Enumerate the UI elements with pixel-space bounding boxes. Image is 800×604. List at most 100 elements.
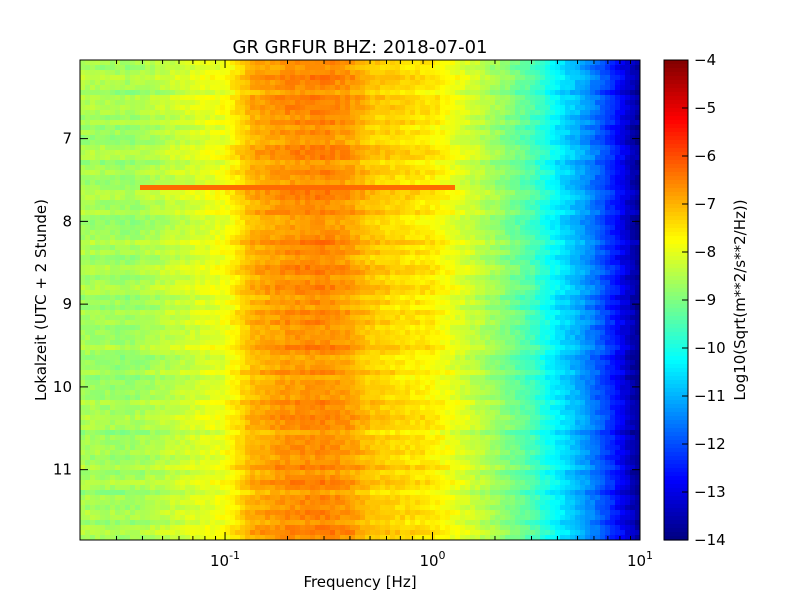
heatmap-cell xyxy=(545,270,551,276)
heatmap-cell xyxy=(430,265,436,271)
heatmap-cell xyxy=(430,275,436,281)
heatmap-cell xyxy=(540,165,546,171)
heatmap-cell xyxy=(585,145,591,151)
heatmap-cell xyxy=(155,115,161,121)
heatmap-cell xyxy=(585,105,591,111)
heatmap-cell xyxy=(560,150,566,156)
heatmap-cell xyxy=(115,275,121,281)
heatmap-cell xyxy=(130,220,136,226)
heatmap-cell xyxy=(545,225,551,231)
heatmap-cell xyxy=(180,240,186,246)
heatmap-cell xyxy=(405,140,411,146)
heatmap-cell xyxy=(590,135,596,141)
heatmap-cell xyxy=(570,190,576,196)
heatmap-cell xyxy=(355,155,361,161)
heatmap-cell xyxy=(190,200,196,206)
heatmap-cell xyxy=(465,180,471,186)
heatmap-cell xyxy=(220,125,226,131)
heatmap-cell xyxy=(105,180,111,186)
heatmap-cell xyxy=(440,200,446,206)
heatmap-cell xyxy=(410,135,416,141)
heatmap-cell xyxy=(135,180,141,186)
heatmap-cell xyxy=(380,180,386,186)
heatmap-cell xyxy=(155,280,161,286)
heatmap-cell xyxy=(130,115,136,121)
heatmap-cell xyxy=(175,265,181,271)
heatmap-cell xyxy=(395,175,401,181)
heatmap-cell xyxy=(150,145,156,151)
heatmap-cell xyxy=(155,105,161,111)
heatmap-cell xyxy=(185,115,191,121)
heatmap-cell xyxy=(365,265,371,271)
heatmap-cell xyxy=(265,85,271,91)
heatmap-cell xyxy=(520,160,526,166)
heatmap-cell xyxy=(510,120,516,126)
heatmap-cell xyxy=(145,100,151,106)
heatmap-cell xyxy=(325,240,331,246)
heatmap-cell xyxy=(320,110,326,116)
heatmap-cell xyxy=(520,250,526,256)
heatmap-cell xyxy=(555,120,561,126)
heatmap-cell xyxy=(375,170,381,176)
heatmap-cell xyxy=(535,190,541,196)
heatmap-cell xyxy=(620,165,626,171)
heatmap-cell xyxy=(255,250,261,256)
heatmap-cell xyxy=(120,235,126,241)
heatmap-cell xyxy=(470,250,476,256)
heatmap-cell xyxy=(375,160,381,166)
heatmap-cell xyxy=(160,220,166,226)
heatmap-cell xyxy=(495,185,501,191)
heatmap-cell xyxy=(495,165,501,171)
heatmap-cell xyxy=(635,110,640,116)
heatmap-cell xyxy=(365,200,371,206)
heatmap-cell xyxy=(515,90,521,96)
heatmap-cell xyxy=(355,210,361,216)
heatmap-cell xyxy=(310,145,316,151)
heatmap-cell xyxy=(210,150,216,156)
heatmap-cell xyxy=(360,220,366,226)
heatmap-cell xyxy=(290,215,296,221)
heatmap-cell xyxy=(205,205,211,211)
heatmap-cell xyxy=(590,230,596,236)
heatmap-cell xyxy=(145,60,151,66)
heatmap-cell xyxy=(90,215,96,221)
heatmap-cell xyxy=(220,120,226,126)
heatmap-cell xyxy=(135,70,141,76)
heatmap-cell xyxy=(355,190,361,196)
heatmap-cell xyxy=(435,220,441,226)
heatmap-cell xyxy=(550,250,556,256)
heatmap-cell xyxy=(380,90,386,96)
heatmap-cell xyxy=(300,225,306,231)
heatmap-cell xyxy=(420,175,426,181)
heatmap-cell xyxy=(540,70,546,76)
heatmap-cell xyxy=(95,225,101,231)
heatmap-cell xyxy=(570,80,576,86)
heatmap-cell xyxy=(410,205,416,211)
heatmap-cell xyxy=(365,270,371,276)
heatmap-cell xyxy=(625,245,631,251)
heatmap-cell xyxy=(355,255,361,261)
heatmap-cell xyxy=(100,180,106,186)
heatmap-cell xyxy=(550,260,556,266)
heatmap-cell xyxy=(160,140,166,146)
heatmap-cell xyxy=(160,235,166,241)
heatmap-cell xyxy=(615,185,621,191)
heatmap-cell xyxy=(140,135,146,141)
heatmap-cell xyxy=(95,240,101,246)
heatmap-cell xyxy=(245,275,251,281)
heatmap-cell xyxy=(245,225,251,231)
heatmap-cell xyxy=(275,105,281,111)
heatmap-cell xyxy=(460,80,466,86)
heatmap-cell xyxy=(455,65,461,71)
heatmap-cell xyxy=(205,130,211,136)
heatmap-cell xyxy=(355,110,361,116)
heatmap-cell xyxy=(85,100,91,106)
heatmap-cell xyxy=(580,100,586,106)
heatmap-cell xyxy=(585,245,591,251)
heatmap-cell xyxy=(575,170,581,176)
heatmap-cell xyxy=(490,200,496,206)
heatmap-cell xyxy=(220,245,226,251)
heatmap-cell xyxy=(95,260,101,266)
heatmap-cell xyxy=(360,170,366,176)
heatmap-cell xyxy=(325,135,331,141)
